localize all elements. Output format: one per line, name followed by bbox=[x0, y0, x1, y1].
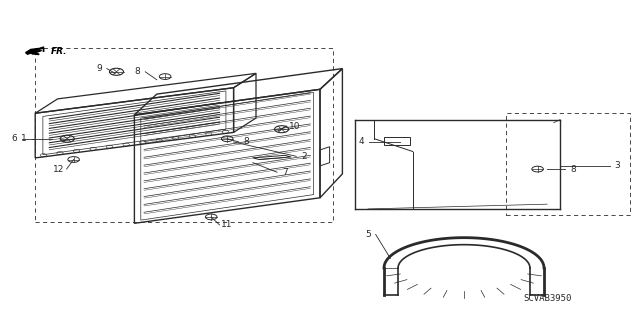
Polygon shape bbox=[26, 47, 44, 54]
Text: 3: 3 bbox=[615, 161, 620, 170]
Text: 9: 9 bbox=[97, 64, 102, 73]
Text: 7: 7 bbox=[282, 168, 287, 177]
Text: 12: 12 bbox=[53, 165, 65, 174]
Text: 8: 8 bbox=[244, 137, 249, 146]
Text: 10: 10 bbox=[289, 122, 300, 130]
Text: 6: 6 bbox=[12, 134, 17, 143]
Text: 8: 8 bbox=[135, 67, 140, 76]
Bar bbox=[506, 113, 630, 215]
Bar bbox=[35, 48, 333, 222]
Text: SCVAB3950: SCVAB3950 bbox=[523, 294, 572, 303]
Text: 8: 8 bbox=[570, 165, 575, 174]
Text: 2: 2 bbox=[301, 152, 307, 161]
Text: 5: 5 bbox=[365, 230, 371, 239]
Text: 11: 11 bbox=[221, 220, 233, 229]
Text: 4: 4 bbox=[359, 137, 364, 146]
Text: 1: 1 bbox=[22, 134, 27, 143]
Text: FR.: FR. bbox=[51, 47, 68, 56]
